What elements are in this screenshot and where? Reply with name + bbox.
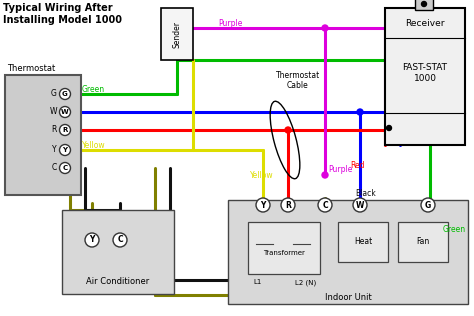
Text: G: G — [51, 89, 57, 99]
Text: Thermostat: Thermostat — [7, 64, 55, 73]
Circle shape — [113, 233, 127, 247]
Circle shape — [386, 125, 392, 131]
Circle shape — [421, 2, 427, 7]
Text: Air Conditioner: Air Conditioner — [86, 277, 150, 287]
Circle shape — [357, 109, 363, 115]
Text: FAST-STAT
1000: FAST-STAT 1000 — [402, 63, 447, 83]
Text: Fan: Fan — [416, 238, 429, 246]
Bar — [228, 200, 468, 304]
Circle shape — [281, 198, 295, 212]
Bar — [415, 0, 433, 10]
Bar — [5, 75, 81, 195]
Text: Heat: Heat — [354, 238, 372, 246]
Text: Purple: Purple — [328, 166, 352, 174]
Circle shape — [421, 198, 435, 212]
Text: W: W — [356, 200, 364, 210]
Bar — [338, 222, 388, 262]
Text: Receiver: Receiver — [405, 20, 445, 28]
Circle shape — [85, 233, 99, 247]
Text: W: W — [49, 107, 57, 117]
Text: Green: Green — [82, 86, 105, 94]
Text: L2 (N): L2 (N) — [295, 279, 317, 285]
Bar — [161, 8, 193, 60]
Text: Y: Y — [260, 200, 266, 210]
Text: Yellow: Yellow — [82, 142, 106, 150]
Text: Indoor Unit: Indoor Unit — [325, 294, 371, 302]
Circle shape — [322, 172, 328, 178]
Text: R: R — [52, 125, 57, 135]
Text: G: G — [62, 91, 68, 97]
Text: R: R — [285, 200, 291, 210]
Text: Y: Y — [52, 145, 57, 155]
Circle shape — [318, 198, 332, 212]
Text: R: R — [62, 127, 68, 133]
Circle shape — [256, 198, 270, 212]
Text: Y: Y — [63, 147, 67, 153]
Text: Sender: Sender — [173, 21, 182, 47]
Text: C: C — [117, 235, 123, 245]
Circle shape — [60, 162, 71, 173]
Circle shape — [285, 127, 291, 133]
Text: Green: Green — [443, 226, 466, 234]
Text: C: C — [63, 165, 68, 171]
Text: W: W — [61, 109, 69, 115]
Text: Black: Black — [355, 189, 376, 198]
Text: Red: Red — [350, 161, 365, 169]
Text: Yellow: Yellow — [250, 171, 273, 179]
Text: Thermostat
Cable: Thermostat Cable — [276, 70, 320, 90]
Text: L1: L1 — [254, 279, 262, 285]
Text: C: C — [52, 163, 57, 173]
Text: Transformer: Transformer — [263, 250, 305, 256]
Text: Y: Y — [89, 235, 95, 245]
Circle shape — [60, 144, 71, 155]
Bar — [62, 210, 174, 294]
Circle shape — [60, 88, 71, 100]
Text: G: G — [425, 200, 431, 210]
Text: Purple: Purple — [218, 20, 242, 28]
Text: Typical Wiring After
Installing Model 1000: Typical Wiring After Installing Model 10… — [3, 3, 122, 25]
Bar — [248, 222, 320, 274]
Bar — [398, 222, 448, 262]
Circle shape — [60, 125, 71, 136]
Circle shape — [322, 25, 328, 31]
Bar — [385, 8, 465, 145]
Circle shape — [60, 106, 71, 118]
Circle shape — [353, 198, 367, 212]
Text: C: C — [322, 200, 328, 210]
